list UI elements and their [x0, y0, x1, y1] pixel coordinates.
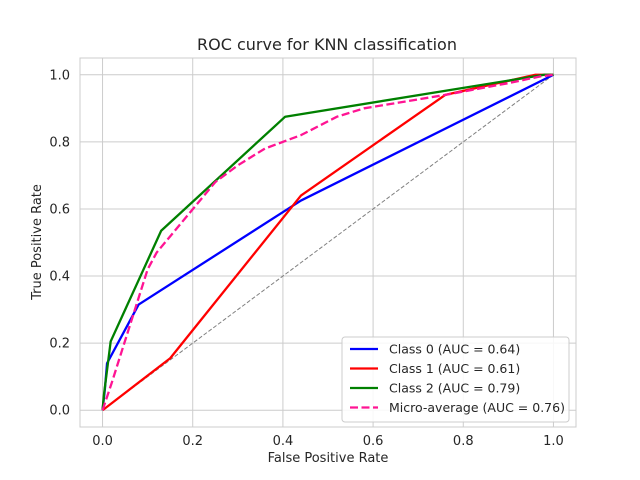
y-tick-label: 0.8	[49, 135, 70, 150]
y-tick-label: 1.0	[49, 68, 70, 83]
y-tick-label: 0.2	[49, 337, 70, 352]
chart-title: ROC curve for KNN classification	[197, 35, 457, 54]
x-tick-label: 0.0	[92, 434, 113, 449]
y-tick-label: 0.4	[49, 270, 70, 285]
y-axis-label: True Positive Rate	[30, 184, 45, 301]
x-axis-label: False Positive Rate	[268, 451, 389, 466]
legend: Class 0 (AUC = 0.64) Class 1 (AUC = 0.61)…	[341, 336, 570, 423]
x-tick-label: 0.4	[273, 434, 294, 449]
legend-entry: Class 0 (AUC = 0.64)	[389, 342, 520, 357]
y-tick-labels: 0.0 0.2 0.4 0.6 0.8 1.0	[49, 68, 70, 418]
y-tick-label: 0.6	[49, 202, 70, 217]
x-tick-label: 1.0	[543, 434, 564, 449]
x-tick-label: 0.8	[453, 434, 474, 449]
chance-diagonal-line	[102, 74, 554, 411]
series-lines	[101, 73, 554, 412]
x-tick-label: 0.6	[363, 434, 384, 449]
x-tick-labels: 0.0 0.2 0.4 0.6 0.8 1.0	[92, 434, 564, 449]
series-line-2	[101, 73, 554, 411]
chance-line	[102, 74, 554, 411]
y-tick-label: 0.0	[49, 404, 70, 419]
legend-box	[341, 336, 570, 423]
legend-entry: Micro-average (AUC = 0.76)	[389, 400, 565, 415]
legend-entry: Class 2 (AUC = 0.79)	[389, 381, 520, 396]
x-tick-label: 0.2	[182, 434, 203, 449]
series-line-3	[101, 73, 554, 411]
legend-entry: Class 1 (AUC = 0.61)	[389, 361, 520, 376]
